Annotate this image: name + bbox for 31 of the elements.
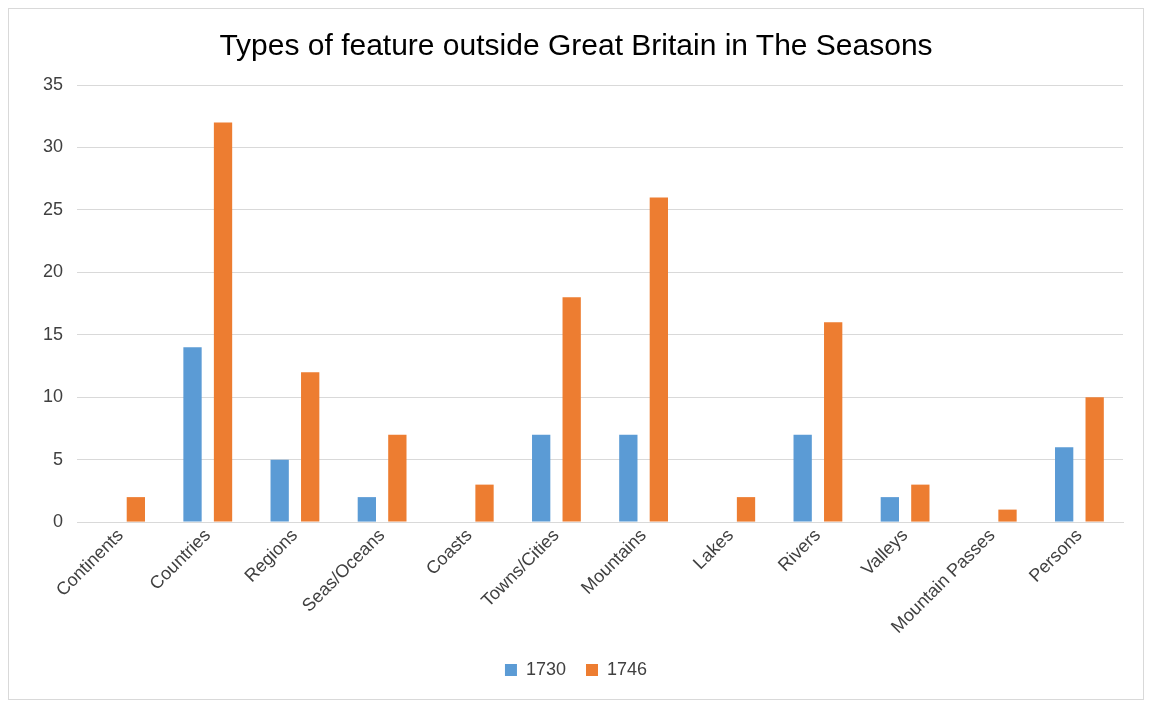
bar xyxy=(126,497,146,522)
y-tick-label: 25 xyxy=(42,198,64,219)
bar xyxy=(357,497,376,522)
bar xyxy=(824,322,843,522)
bar xyxy=(301,372,320,522)
legend-label: 1746 xyxy=(607,658,648,679)
y-tick-label: 30 xyxy=(42,136,64,157)
bar xyxy=(1055,447,1074,522)
bar xyxy=(475,484,494,522)
bar xyxy=(880,497,899,522)
legend-label: 1730 xyxy=(525,658,566,679)
y-tick-label: 35 xyxy=(42,73,64,94)
y-tick-label: 20 xyxy=(42,261,64,282)
y-tick-label: 0 xyxy=(53,511,64,532)
bar xyxy=(270,459,289,522)
bar xyxy=(793,434,812,522)
bar xyxy=(183,347,202,522)
bar xyxy=(911,484,930,522)
bar xyxy=(532,434,551,522)
bar xyxy=(388,434,407,522)
bar xyxy=(562,297,581,522)
y-tick-label: 10 xyxy=(42,386,64,407)
bar xyxy=(736,497,756,522)
y-tick-label: 5 xyxy=(53,448,64,469)
chart-title: Types of feature outside Great Britain in The Seasons xyxy=(219,28,933,62)
bar xyxy=(1085,397,1104,522)
bar xyxy=(213,122,233,522)
bar xyxy=(998,509,1017,522)
bar xyxy=(619,434,638,522)
bar xyxy=(649,197,668,522)
y-tick-label: 15 xyxy=(42,323,64,344)
